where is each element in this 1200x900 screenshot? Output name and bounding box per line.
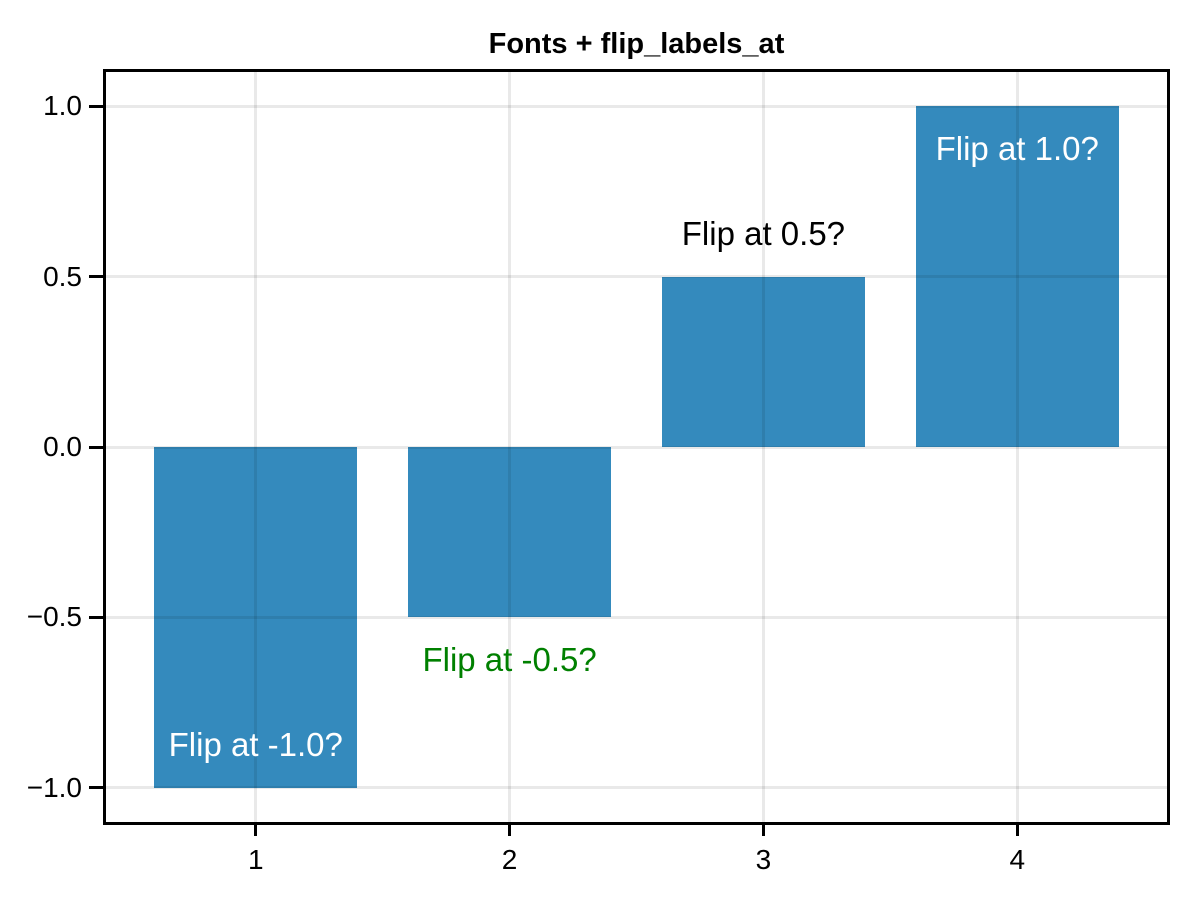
y-tick (89, 104, 103, 108)
bar-label: Flip at 0.5? (681, 214, 846, 252)
y-tick (89, 786, 103, 790)
x-tick-label: 4 (1009, 844, 1026, 875)
y-tick-label: 1.0 (43, 90, 82, 122)
x-tick (254, 822, 258, 836)
x-tick-label: 1 (247, 844, 264, 875)
y-tick-label: −0.5 (26, 601, 82, 633)
y-tick (89, 275, 103, 279)
y-tick-label: 0.5 (43, 260, 82, 292)
bar-label: Flip at -1.0? (168, 725, 343, 763)
y-tick-label: 0.0 (43, 431, 82, 462)
y-tick (89, 615, 103, 619)
bar (408, 447, 612, 618)
y-tick (89, 445, 103, 449)
bar (154, 447, 358, 788)
y-tick-label: −1.0 (26, 771, 82, 803)
x-tick-label: 3 (755, 844, 772, 875)
x-tick (508, 822, 512, 836)
bar-label: Flip at -0.5? (422, 641, 597, 679)
x-tick (761, 822, 765, 836)
x-tick (1015, 822, 1019, 836)
bar-label: Flip at 1.0? (935, 130, 1099, 168)
bar (915, 106, 1119, 447)
chart-title: Fonts + flip_labels_at (488, 28, 785, 60)
x-tick-label: 2 (501, 844, 518, 875)
bar (661, 276, 865, 447)
